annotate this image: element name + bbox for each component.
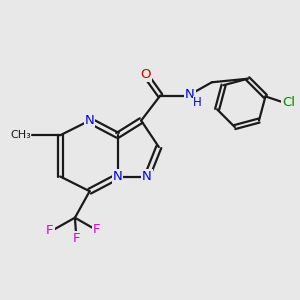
Text: H: H xyxy=(193,96,202,110)
Text: Cl: Cl xyxy=(282,96,295,109)
Text: F: F xyxy=(93,223,101,236)
Text: F: F xyxy=(46,224,54,238)
Text: N: N xyxy=(113,170,122,183)
Text: CH₃: CH₃ xyxy=(10,130,31,140)
Text: O: O xyxy=(140,68,151,81)
Text: N: N xyxy=(185,88,195,100)
Text: N: N xyxy=(85,114,94,127)
Text: N: N xyxy=(142,170,152,183)
Text: F: F xyxy=(73,232,80,245)
